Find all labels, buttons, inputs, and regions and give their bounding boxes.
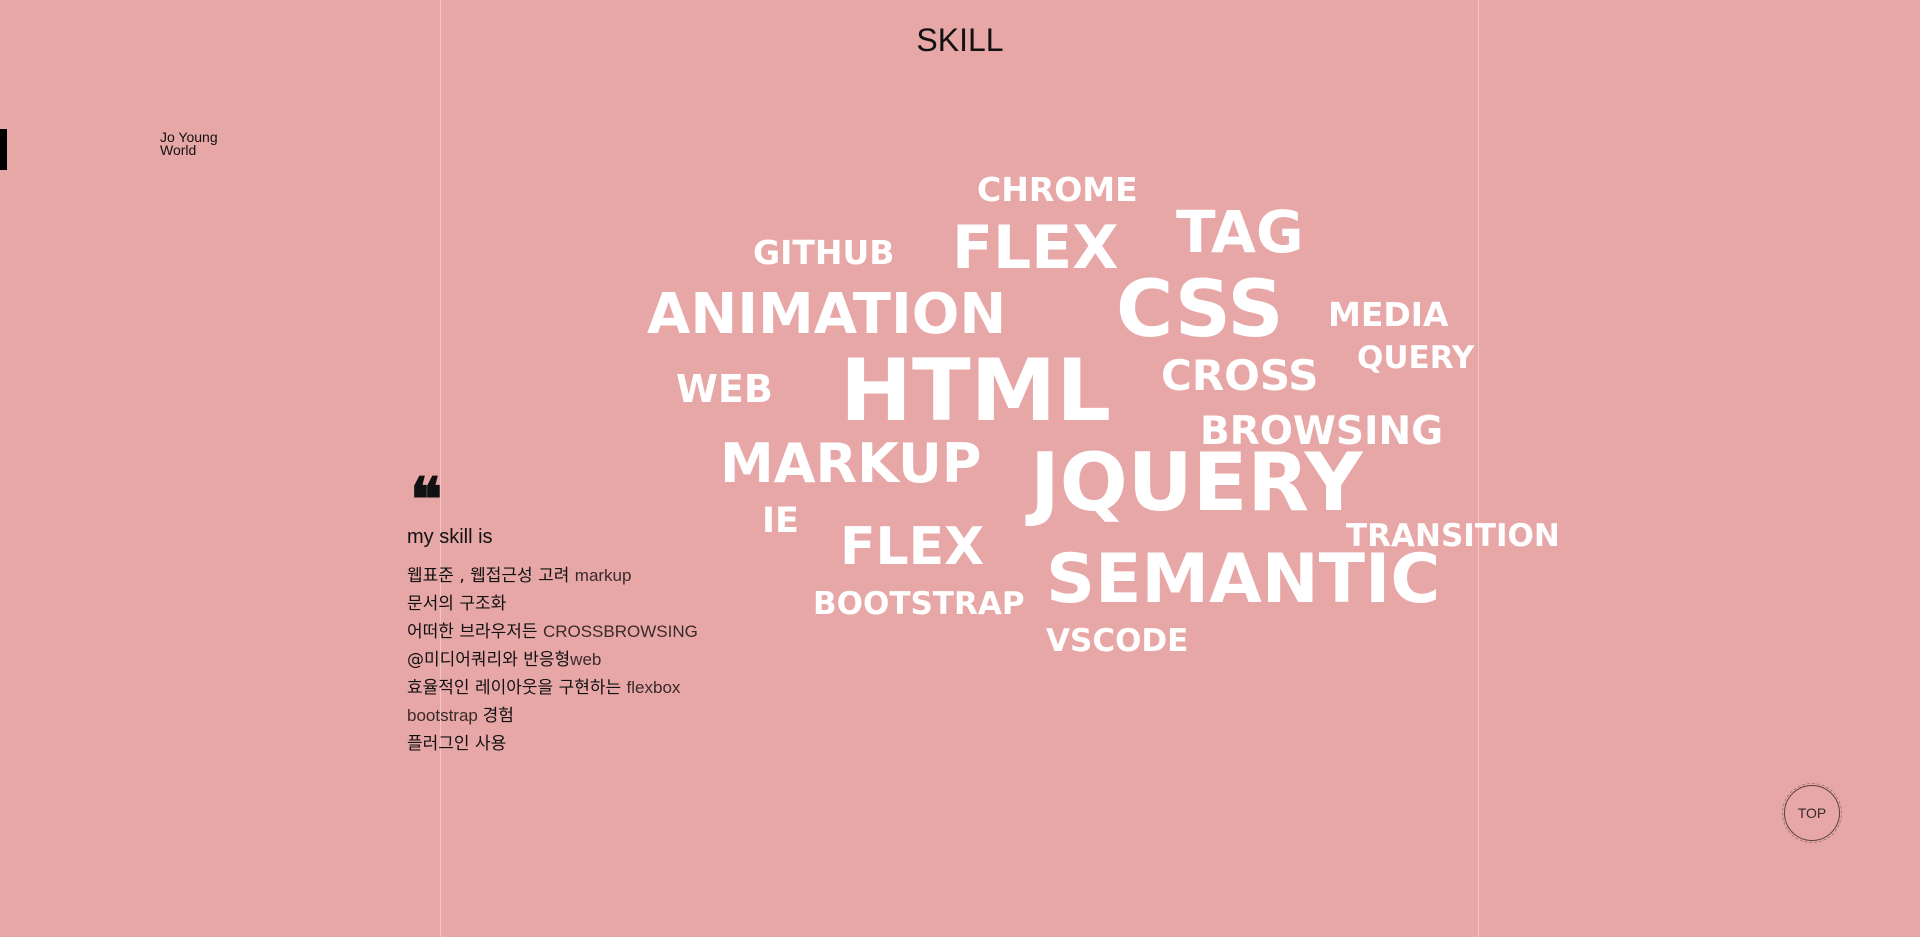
guide-line-left: [440, 0, 441, 937]
skill-line: 문서의 구조화: [407, 594, 507, 614]
cloud-word-markup: MARKUP: [720, 432, 982, 495]
skill-description-list: 웹표준 , 웹접근성 고려 markup 문서의 구조화 어떠한 브라우저든 C…: [407, 562, 698, 758]
skill-heading: my skill is: [407, 526, 493, 548]
logo-line-1: Jo Young: [160, 129, 218, 145]
cloud-word-cross: CROSS: [1161, 351, 1319, 400]
skill-line: bootstrap 경험: [407, 706, 514, 726]
skill-line: 어떠한 브라우저든 CROSSBROWSING: [407, 622, 698, 642]
skill-line: 효율적인 레이아웃을 구현하는 flexbox: [407, 678, 681, 698]
cloud-word-transition: TRANSITION: [1346, 518, 1560, 554]
cloud-word-html: HTML: [840, 341, 1112, 441]
cloud-word-flex-2: FLEX: [840, 517, 985, 577]
cloud-word-web: WEB: [676, 367, 773, 411]
cloud-word-chrome: CHROME: [977, 170, 1138, 209]
skill-line: 웹표준 , 웹접근성 고려 markup: [407, 566, 632, 586]
skill-line: @미디어쿼리와 반응형web: [407, 650, 602, 670]
site-logo[interactable]: Jo Young World: [160, 129, 218, 158]
logo-line-2: World: [160, 142, 197, 158]
quote-icon: ❝: [410, 465, 443, 535]
skill-line: 플러그인 사용: [407, 734, 507, 754]
cloud-word-media: MEDIA: [1328, 295, 1449, 334]
guide-line-right: [1478, 0, 1479, 937]
side-menu-marker[interactable]: [0, 129, 7, 170]
cloud-word-flex: FLEX: [952, 213, 1119, 283]
page-title: SKILL: [916, 22, 1004, 58]
cloud-word-bootstrap: BOOTSTRAP: [813, 586, 1025, 622]
cloud-word-animation: ANIMATION: [647, 282, 1007, 347]
cloud-word-tag: TAG: [1176, 198, 1304, 266]
cloud-word-vscode: VSCODE: [1046, 623, 1189, 659]
scroll-top-button[interactable]: TOP: [1782, 783, 1842, 843]
cloud-word-github: GITHUB: [753, 233, 895, 272]
cloud-word-query: QUERY: [1357, 340, 1475, 376]
cloud-word-ie: IE: [762, 501, 799, 541]
cloud-word-css: CSS: [1116, 265, 1284, 355]
cloud-word-browsing: BROWSING: [1200, 409, 1444, 454]
cloud-word-semantic: SEMANTIC: [1046, 540, 1441, 619]
cloud-word-jquery: JQUERY: [1030, 436, 1363, 529]
